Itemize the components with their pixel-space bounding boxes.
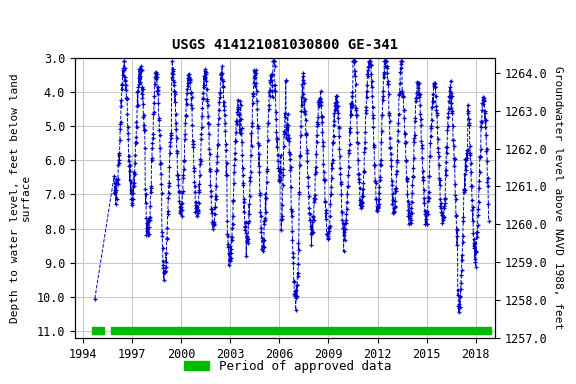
Title: USGS 414121081030800 GE-341: USGS 414121081030800 GE-341 xyxy=(172,38,398,52)
Y-axis label: Depth to water level, feet below land
surface: Depth to water level, feet below land su… xyxy=(9,73,31,323)
Legend: Period of approved data: Period of approved data xyxy=(179,355,397,378)
Y-axis label: Groundwater level above NAVD 1988, feet: Groundwater level above NAVD 1988, feet xyxy=(554,66,563,329)
